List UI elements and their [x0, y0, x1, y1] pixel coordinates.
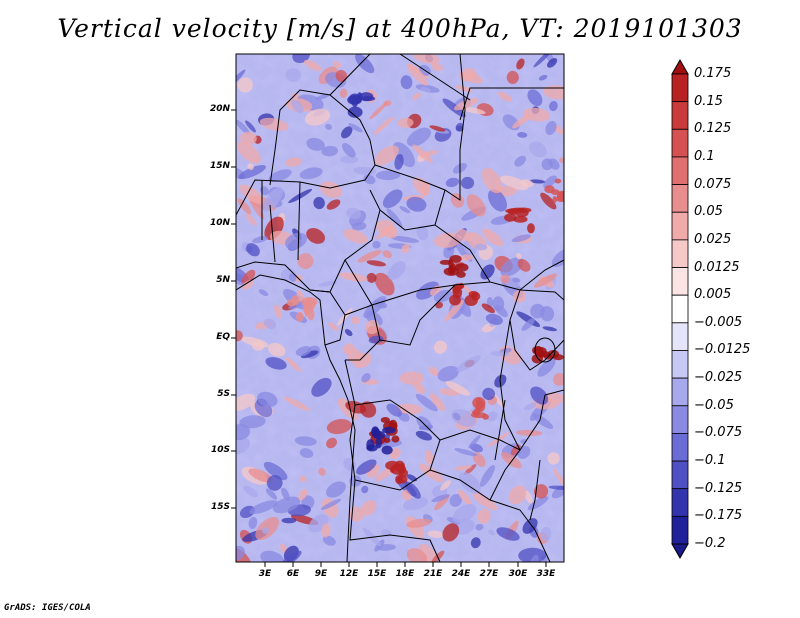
colorbar-label: 0.025 — [694, 231, 732, 247]
software-credit: GrADS: IGES/COLA — [4, 603, 91, 613]
colorbar-label: 0.125 — [694, 121, 732, 137]
country-borders — [236, 54, 564, 562]
colorbar-bin — [671, 184, 689, 213]
lat-label-5n: 5N — [216, 275, 230, 285]
lon-label-6e: 6E — [286, 569, 300, 579]
colorbar-bin — [671, 73, 689, 103]
colorbar-label: 0.05 — [694, 204, 723, 220]
lat-label-15n: 15N — [209, 161, 230, 171]
lon-label-24e: 24E — [451, 569, 471, 579]
axis-ticks — [231, 109, 547, 567]
velocity-field — [236, 54, 564, 562]
colorbar-label: 0.075 — [694, 176, 732, 192]
lon-label-30e: 30E — [508, 569, 528, 579]
colorbar-label: −0.005 — [694, 314, 743, 330]
colorbar-label: 0.0125 — [694, 259, 740, 275]
colorbar-bin — [671, 294, 689, 324]
colorbar-bin — [671, 322, 689, 351]
lon-label-3e: 3E — [258, 569, 272, 579]
lat-label-20n: 20N — [209, 104, 230, 114]
lat-label-15s: 15S — [210, 502, 230, 512]
colorbar-bin — [671, 156, 689, 185]
lat-label-eq: EQ — [216, 332, 230, 342]
colorbar-bin — [671, 433, 689, 462]
lakes — [494, 337, 556, 521]
lon-label-21e: 21E — [423, 569, 443, 579]
colorbar-bin — [671, 128, 689, 158]
colorbar-label: −0.175 — [694, 508, 743, 524]
colorbar — [671, 58, 689, 560]
colorbar-bin — [671, 377, 689, 407]
colorbar-label: −0.1 — [694, 453, 726, 469]
lon-label-27e: 27E — [479, 569, 499, 579]
colorbar-bin — [671, 239, 689, 268]
colorbar-label: 0.175 — [694, 66, 732, 81]
lat-label-5s: 5S — [217, 389, 230, 399]
colorbar-bin — [671, 488, 689, 517]
colorbar-label: 0.1 — [694, 148, 715, 164]
colorbar-bin — [671, 515, 689, 545]
colorbar-bin — [671, 267, 689, 296]
colorbar-label: −0.075 — [694, 425, 743, 441]
lat-label-10n: 10N — [209, 218, 230, 228]
lat-label-10s: 10S — [210, 445, 230, 455]
colorbar-label: 0.15 — [694, 93, 723, 109]
lon-label-12e: 12E — [339, 569, 359, 579]
colorbar-bin — [671, 350, 689, 379]
lon-label-33e: 33E — [536, 569, 556, 579]
map-title: Vertical velocity [m/s] at 400hPa, VT: 2… — [57, 14, 743, 43]
colorbar-label: −0.05 — [694, 397, 734, 413]
lon-label-9e: 9E — [314, 569, 328, 579]
colorbar-label: −0.2 — [694, 536, 726, 551]
colorbar-max-triangle — [671, 58, 689, 75]
colorbar-bin — [671, 405, 689, 434]
colorbar-bin — [671, 460, 689, 490]
colorbar-label: −0.0125 — [694, 342, 751, 358]
lon-label-15e: 15E — [367, 569, 387, 579]
colorbar-bin — [671, 101, 689, 130]
colorbar-min-triangle — [671, 543, 689, 560]
colorbar-label: 0.005 — [694, 287, 732, 303]
colorbar-bin — [671, 211, 689, 241]
colorbar-label: −0.025 — [694, 370, 743, 386]
coastline — [236, 274, 356, 562]
colorbar-label: −0.125 — [694, 480, 743, 496]
lon-label-18e: 18E — [395, 569, 415, 579]
